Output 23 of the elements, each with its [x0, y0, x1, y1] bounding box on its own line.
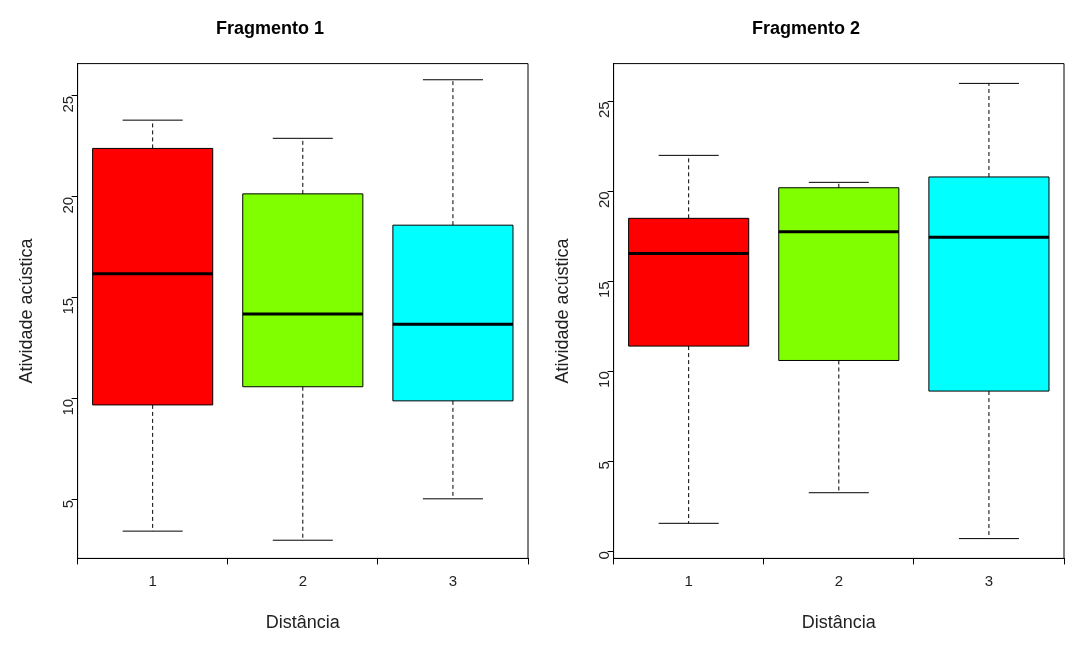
y-tick-label: 25 — [594, 101, 612, 119]
y-tick-label: 5 — [594, 461, 612, 470]
y-tick-label: 15 — [58, 297, 76, 315]
y-tick-label: 20 — [58, 196, 76, 214]
y-tick-label: 10 — [594, 371, 612, 388]
chart-title: Fragmento 1 — [215, 17, 325, 38]
y-tick-label: 10 — [58, 398, 76, 416]
x-tick-label: 2 — [834, 571, 843, 589]
y-tick-label: 5 — [58, 499, 76, 509]
x-tick-label: 2 — [298, 571, 307, 589]
y-tick-label: 15 — [594, 281, 612, 298]
y-tick-label: 20 — [594, 191, 612, 209]
x-tick-label: 1 — [148, 571, 157, 589]
x-tick-label: 1 — [684, 571, 693, 589]
x-tick-label: 3 — [448, 571, 458, 589]
y-axis-title: Atividade acústica — [551, 237, 572, 384]
y-tick-label: 25 — [58, 95, 76, 113]
chart-title: Fragmento 2 — [751, 17, 861, 38]
x-axis-title: Distância — [801, 612, 877, 633]
y-axis-title: Atividade acústica — [15, 237, 36, 384]
x-axis-title: Distância — [265, 612, 341, 633]
y-tick-label: 0 — [594, 551, 612, 560]
x-tick-label: 3 — [984, 571, 994, 589]
